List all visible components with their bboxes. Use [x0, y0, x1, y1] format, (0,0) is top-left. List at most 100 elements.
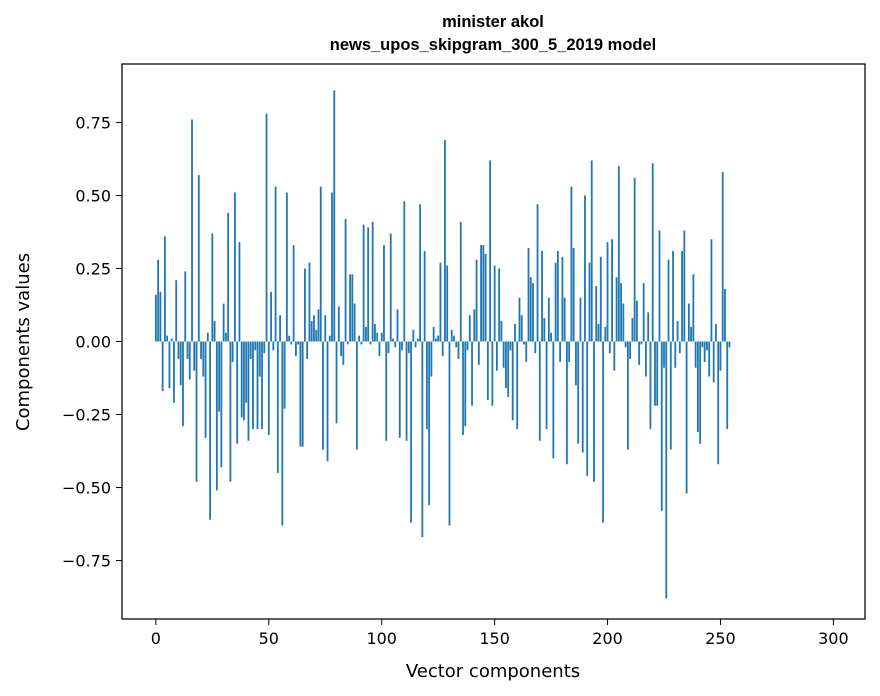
bar	[304, 268, 306, 342]
bar	[493, 265, 496, 342]
y-tick-label: 0.75	[75, 113, 111, 132]
bar	[365, 326, 367, 342]
bar	[342, 341, 345, 365]
y-axis-label: Components values	[13, 253, 34, 431]
bar	[301, 341, 304, 447]
bar	[166, 335, 169, 342]
bar	[179, 341, 182, 386]
bar	[371, 221, 374, 342]
bar	[516, 341, 519, 430]
bar	[450, 329, 453, 342]
bar	[270, 291, 272, 342]
bar	[258, 341, 261, 377]
bar	[575, 341, 577, 386]
bar	[387, 341, 390, 354]
bar	[694, 341, 697, 368]
bar	[227, 212, 230, 342]
x-tick-label: 250	[705, 629, 736, 648]
chart-title: minister akol	[442, 13, 544, 31]
bar	[572, 248, 575, 342]
bar	[685, 341, 688, 494]
bar	[272, 341, 275, 351]
bar	[331, 192, 333, 342]
bar	[328, 335, 331, 342]
bar	[263, 341, 266, 354]
bar	[565, 341, 568, 465]
bar	[161, 341, 164, 392]
bar	[457, 341, 460, 360]
bar	[715, 323, 717, 342]
bar	[640, 341, 643, 345]
bar	[437, 335, 440, 342]
bar	[200, 341, 202, 360]
bar	[177, 341, 180, 360]
bar	[288, 335, 291, 342]
bar	[505, 341, 507, 389]
bar	[204, 341, 207, 438]
bar	[669, 341, 672, 450]
bar	[584, 195, 586, 342]
bar	[245, 341, 248, 403]
bar	[249, 341, 252, 360]
bar	[649, 341, 652, 430]
bar	[663, 341, 665, 368]
bar	[507, 341, 510, 397]
bar	[552, 341, 555, 459]
bar	[696, 341, 699, 433]
bar	[477, 341, 480, 365]
x-tick-label: 150	[479, 629, 510, 648]
y-tick-label: −0.50	[62, 479, 111, 498]
bar	[157, 259, 160, 342]
bar	[252, 341, 254, 430]
bar	[570, 186, 573, 342]
bar	[514, 323, 516, 342]
bar	[234, 192, 236, 342]
bar	[175, 280, 178, 342]
bar	[724, 288, 726, 342]
plot-frame	[121, 63, 866, 620]
bar	[256, 341, 259, 430]
bar	[159, 291, 162, 342]
bar	[459, 221, 462, 342]
bar	[708, 341, 711, 377]
bar	[405, 341, 408, 441]
bar	[374, 323, 376, 342]
bar	[568, 341, 571, 362]
bar	[197, 175, 200, 342]
y-tick-label: −0.75	[62, 552, 111, 571]
bar	[520, 315, 523, 342]
bar	[536, 204, 539, 342]
bar	[385, 341, 388, 441]
bar	[464, 341, 467, 427]
bar	[633, 177, 636, 342]
bar	[313, 315, 315, 342]
bar	[448, 341, 451, 526]
bar	[425, 341, 428, 430]
bar	[378, 341, 381, 357]
bar	[396, 309, 399, 342]
bar	[182, 341, 184, 427]
bar	[475, 259, 478, 342]
bar	[626, 341, 629, 450]
bar	[430, 341, 433, 377]
bar	[355, 341, 358, 450]
bar	[532, 283, 534, 342]
x-tick-label: 200	[592, 629, 623, 648]
y-tick-label: 0.25	[75, 259, 111, 278]
bar	[683, 230, 686, 342]
x-tick-label: 50	[259, 629, 279, 648]
bar	[719, 341, 722, 371]
bar	[421, 341, 424, 538]
bar	[699, 341, 702, 444]
bar	[358, 335, 361, 342]
bar	[473, 309, 476, 342]
bar	[660, 341, 663, 511]
bar	[337, 306, 340, 342]
bar	[495, 341, 498, 371]
bar	[593, 341, 595, 482]
bar	[164, 236, 166, 342]
bar	[489, 160, 492, 342]
bar	[676, 321, 679, 342]
bar	[319, 186, 322, 342]
bar	[297, 341, 300, 345]
